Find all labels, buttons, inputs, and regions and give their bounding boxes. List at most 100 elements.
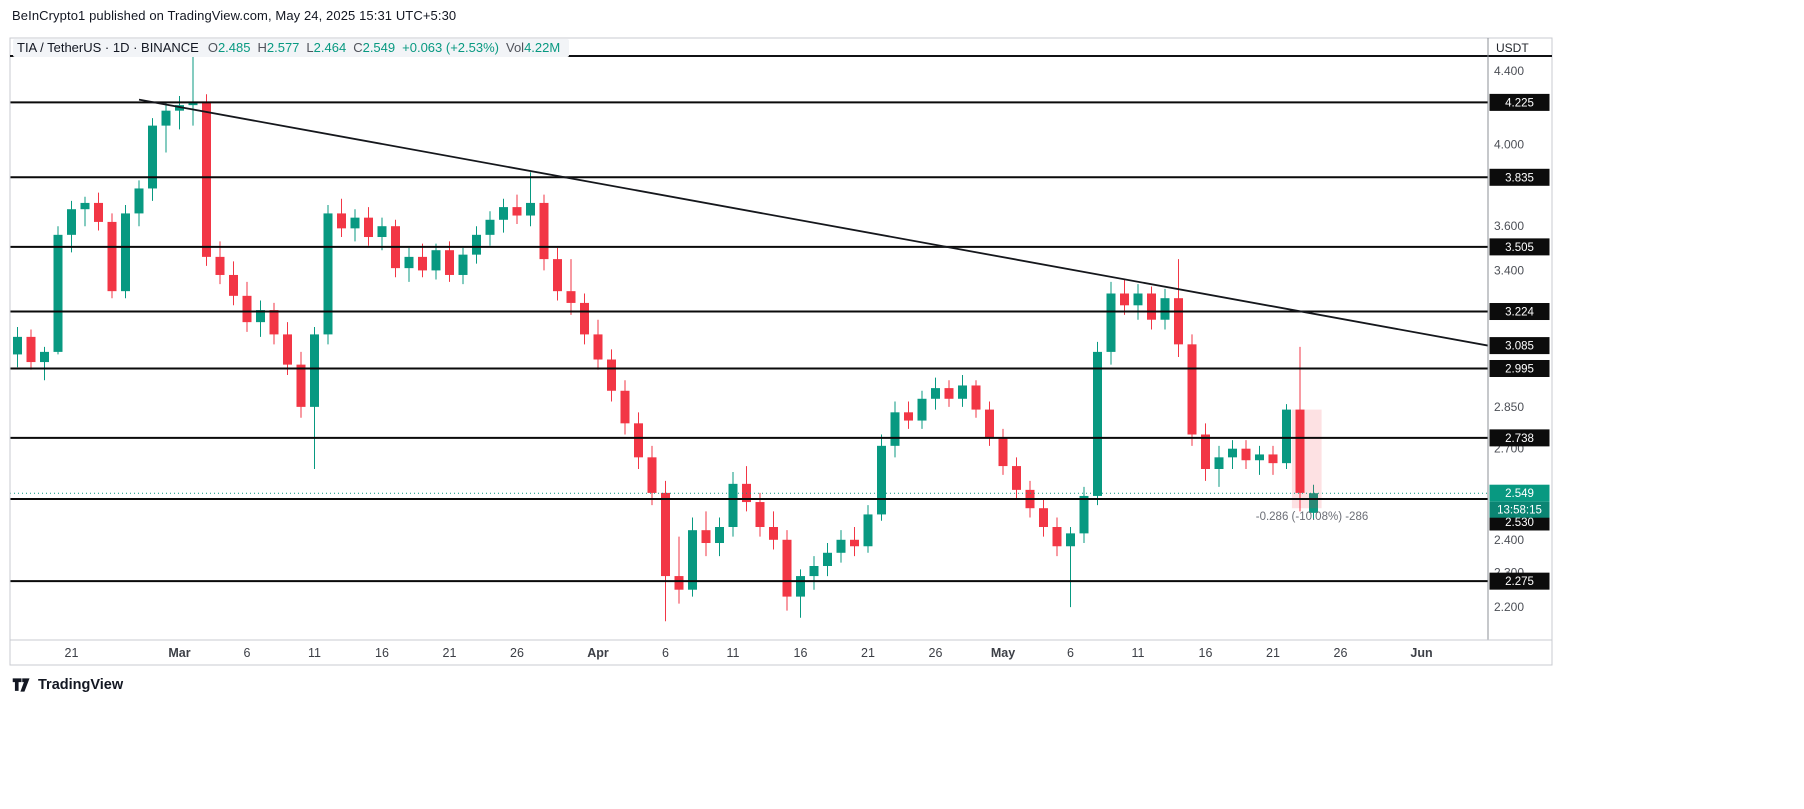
candle-body — [94, 202, 103, 222]
low-value: 2.464 — [313, 40, 347, 55]
candle-body — [715, 527, 724, 544]
price-badge — [1489, 93, 1550, 111]
candle-body — [67, 209, 76, 235]
time-tick-label[interactable]: 11 — [1132, 646, 1145, 660]
price-axis-currency-label: USDT — [1496, 41, 1529, 55]
time-tick-label[interactable]: 21 — [861, 646, 875, 660]
candle-body — [877, 445, 886, 515]
price-badge — [1489, 572, 1550, 590]
time-tick-label[interactable]: 16 — [794, 646, 808, 660]
time-tick-label[interactable]: 11 — [727, 646, 740, 660]
candle-body — [809, 566, 819, 577]
price-badge-label: 3.085 — [1505, 341, 1534, 353]
price-badge — [1489, 359, 1550, 377]
measure-range-zone — [1291, 409, 1322, 509]
candle-body — [148, 125, 157, 189]
price-tick-label: 3.400 — [1494, 263, 1524, 277]
candle-body — [1106, 293, 1116, 352]
candle-body — [836, 539, 846, 553]
tradingview-logo-icon[interactable] — [12, 676, 31, 694]
descending-trendline[interactable] — [138, 98, 1488, 347]
time-tick-label[interactable]: 21 — [65, 646, 79, 660]
time-tick-label[interactable]: Jun — [1410, 646, 1432, 660]
time-tick-label[interactable]: Mar — [168, 646, 190, 660]
candle-body — [13, 336, 22, 355]
time-tick-label[interactable]: 26 — [510, 646, 524, 660]
price-badge-label: 3.505 — [1505, 242, 1534, 254]
candle-body — [931, 388, 940, 399]
candle-body — [580, 302, 589, 335]
candle-body — [1160, 298, 1170, 320]
candle-body — [1255, 454, 1264, 461]
candle-body — [1295, 409, 1305, 493]
candle-body — [202, 101, 211, 257]
price-badge-label: 2.738 — [1505, 433, 1534, 445]
candle-body — [1187, 344, 1197, 435]
candle-body — [796, 576, 805, 597]
time-tick-label[interactable]: 6 — [244, 646, 251, 660]
candle-body — [296, 364, 306, 407]
low-label: L — [306, 40, 314, 55]
candle-body — [1079, 495, 1089, 534]
candle-body — [1201, 434, 1210, 470]
candle-body — [26, 336, 36, 363]
candle-body — [904, 412, 913, 421]
price-badge-label: 2.549 — [1505, 488, 1534, 500]
candle-body — [539, 202, 549, 260]
candle-body — [350, 217, 360, 229]
price-badge — [1489, 303, 1550, 321]
open-value: 2.485 — [217, 40, 251, 55]
candle-body — [1052, 527, 1062, 547]
candle-body — [769, 527, 778, 540]
candle-body — [53, 234, 63, 352]
price-tick-label: 3.600 — [1494, 219, 1524, 233]
footer: TradingView — [12, 676, 123, 694]
plot-area[interactable]: -0.286 (-10.08%) -286 — [10, 45, 1488, 622]
time-tick-label[interactable]: 26 — [929, 646, 943, 660]
candle-body — [1214, 457, 1224, 470]
candle-body — [1147, 293, 1156, 320]
candle-body — [1039, 508, 1048, 528]
time-tick-label[interactable]: 6 — [1067, 646, 1074, 660]
candle-body — [404, 256, 414, 269]
candle-body — [1174, 298, 1183, 345]
legend-volume: Vol4.22M — [506, 40, 560, 55]
candle-body — [40, 351, 49, 363]
legend-close: C2.549 — [353, 40, 395, 55]
time-tick-label[interactable]: 21 — [443, 646, 457, 660]
candle-body — [944, 388, 954, 399]
tradingview-wordmark[interactable]: TradingView — [38, 677, 124, 693]
candle-body — [863, 514, 873, 547]
volume-value: 4.22M — [524, 40, 561, 55]
candle-body — [1012, 466, 1021, 490]
candle-body — [566, 291, 576, 303]
time-tick-label[interactable]: 26 — [1334, 646, 1348, 660]
candle-body — [121, 213, 130, 292]
legend-change: +0.063 (+2.53%) — [402, 40, 499, 55]
legend-open: O2.485 — [208, 40, 251, 55]
open-label: O — [207, 40, 218, 55]
price-badge — [1489, 484, 1550, 502]
candle-body — [310, 334, 319, 407]
candle-body — [647, 457, 657, 493]
time-tick-label[interactable]: 16 — [375, 646, 389, 660]
candle-body — [701, 530, 711, 544]
time-tick-label[interactable]: May — [991, 646, 1015, 660]
candle-body — [755, 502, 765, 528]
time-tick-label[interactable]: 21 — [1266, 646, 1280, 660]
candle-body — [283, 334, 292, 365]
countdown-label: 13:58:15 — [1497, 505, 1542, 517]
candle-body — [985, 409, 994, 438]
candle-body — [688, 530, 697, 590]
time-tick-label[interactable]: 11 — [308, 646, 321, 660]
candle-body — [1309, 493, 1318, 513]
time-tick-label[interactable]: Apr — [587, 646, 609, 660]
time-tick-label[interactable]: 6 — [662, 646, 669, 660]
time-tick-label[interactable]: 16 — [1199, 646, 1213, 660]
price-badge-label: 2.275 — [1505, 576, 1534, 588]
candle-body — [134, 188, 144, 214]
volume-label: Vol — [506, 40, 525, 55]
candle-body — [512, 207, 522, 216]
candle-body — [1066, 533, 1075, 547]
